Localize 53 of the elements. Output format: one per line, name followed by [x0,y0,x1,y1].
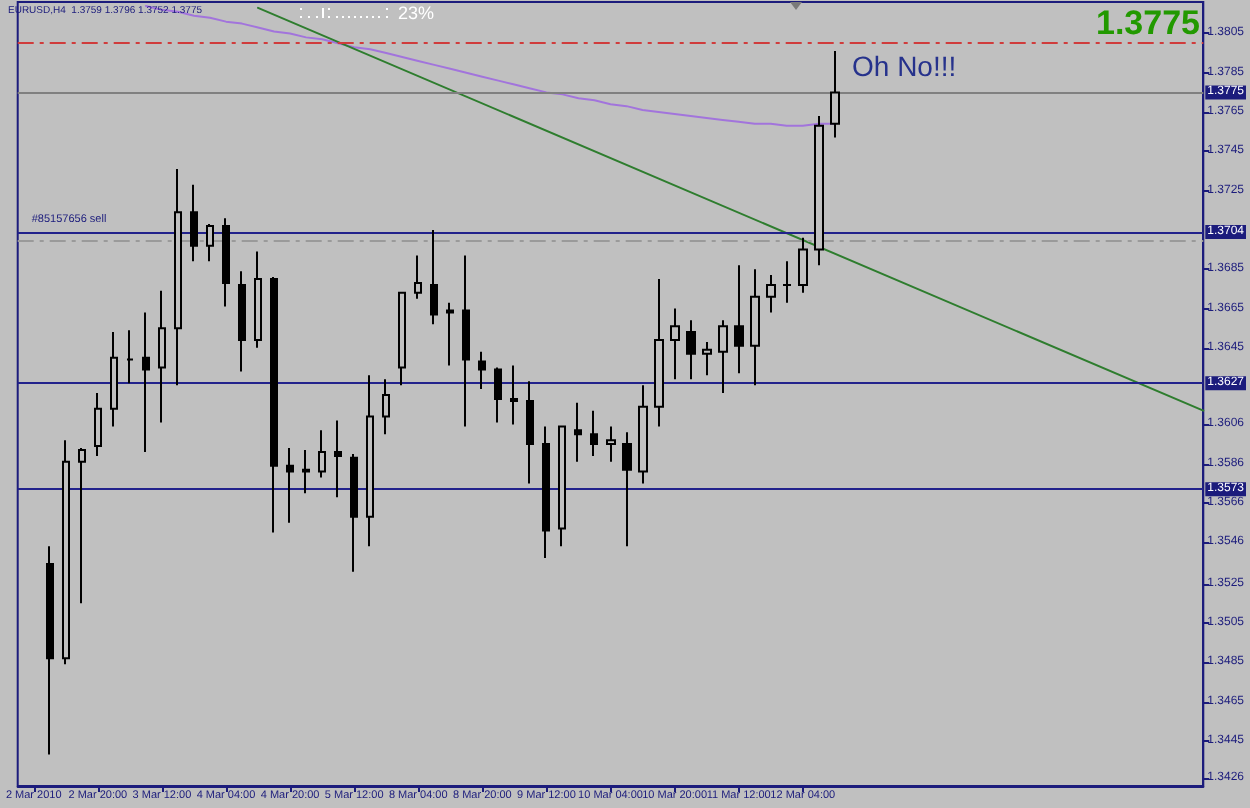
candlestick [798,236,808,294]
candlestick [174,168,182,387]
candlestick [382,378,390,436]
candlestick [366,374,374,548]
candlestick [222,217,230,308]
candlestick [542,425,550,560]
candlestick [46,545,54,756]
candlestick [590,409,598,457]
candlestick [654,278,664,428]
candlestick [190,183,198,263]
candlestick [766,274,776,314]
candlestick [94,392,102,457]
candlestick [414,254,422,300]
candlestick [446,301,454,367]
candlestick [110,331,118,428]
candlestick [270,276,278,534]
candlestick [686,319,696,381]
candlestick [206,223,214,263]
candlestick [734,264,744,375]
candlestick [126,329,134,385]
candlestick [638,384,648,485]
annotation: Oh No!!! [852,50,957,82]
candlestick [142,311,150,453]
candlestick [286,447,294,524]
candlestick [238,270,246,373]
candlestick [462,254,470,428]
candlestick [78,447,86,605]
candlestick [830,50,840,139]
candlestick [350,452,358,573]
candlestick [398,291,406,387]
candlestick [318,429,326,479]
annotation: 23% [398,3,435,23]
annotation: 1.3775 [1096,4,1201,42]
candlestick [702,340,712,377]
candlestick [62,439,70,666]
candlestick [510,364,518,426]
candlestick [574,401,582,463]
candlestick [750,268,760,387]
candlestick [718,319,728,395]
candlestick [558,425,566,548]
candlestick [814,114,824,267]
candlestick [782,260,792,304]
candlestick [302,449,310,495]
candlestick [526,380,534,485]
candlestick [478,350,486,391]
candlestick [622,431,632,548]
candlestick [430,228,438,326]
candlestick [494,366,502,424]
candlestick [606,425,616,463]
candlestick [254,250,262,349]
candlestick [670,307,680,381]
candlestick [334,419,342,499]
candlestick [158,289,166,424]
